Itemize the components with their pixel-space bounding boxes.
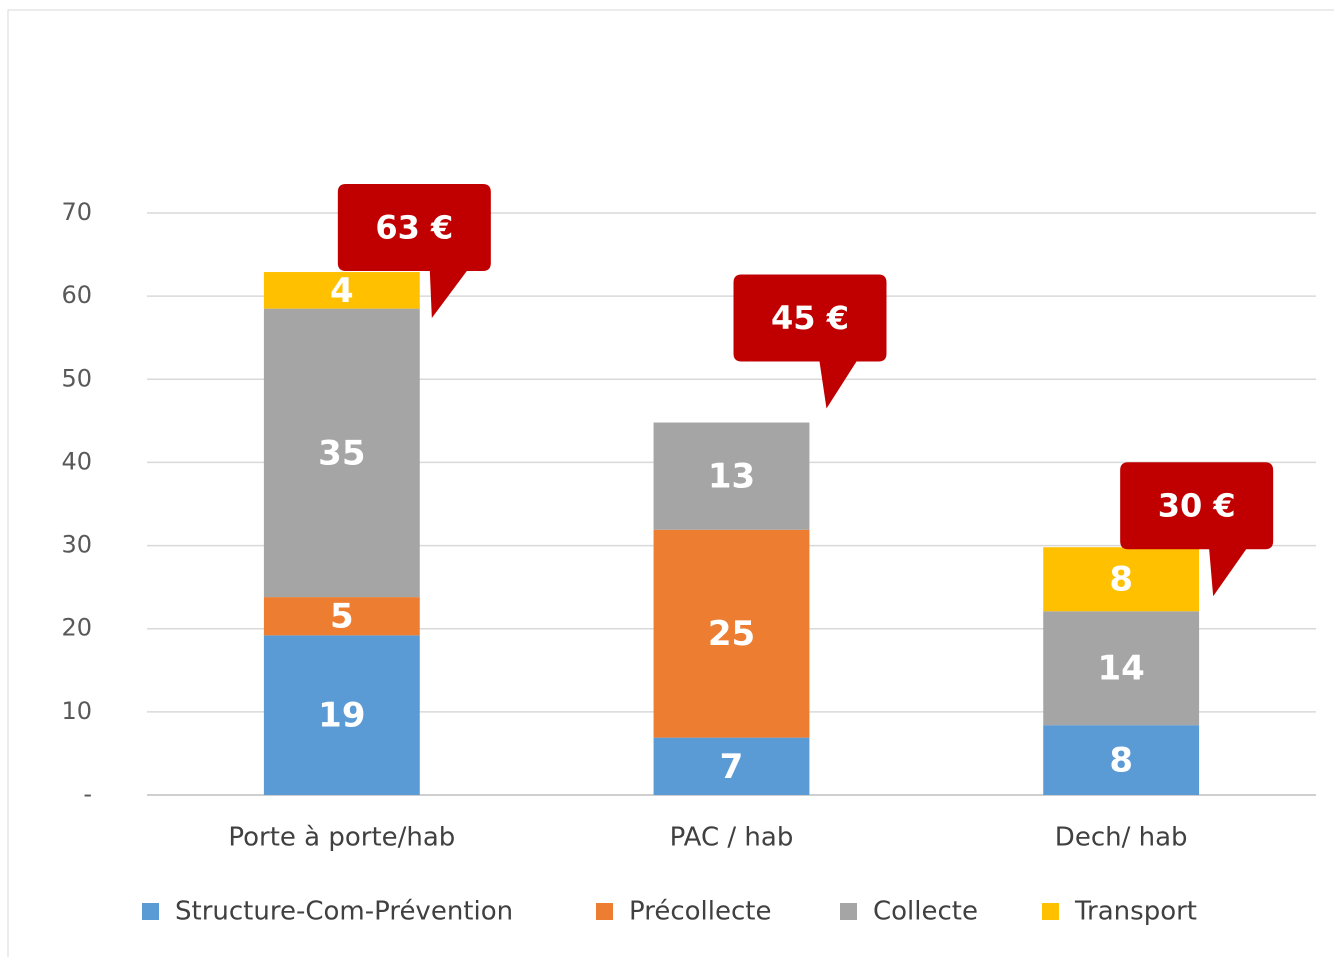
y-tick-label: 10: [61, 697, 92, 725]
bar-segment: [653, 737, 810, 795]
bar-segment: [653, 422, 810, 530]
bar-segment: [263, 597, 420, 636]
callout-label: 63 €: [375, 209, 453, 247]
x-tick-label: Dech/ hab: [1055, 823, 1188, 853]
legend-label: Transport: [1074, 897, 1197, 927]
bar-segment: [1043, 725, 1200, 795]
legend-swatch: [142, 903, 159, 920]
y-tick-label: 70: [61, 198, 92, 226]
callout-label: 45 €: [771, 299, 849, 337]
data-label: 5: [330, 597, 354, 637]
bar-segment: [1043, 547, 1200, 612]
callout-label: 30 €: [1158, 487, 1236, 525]
bar-segment: [653, 529, 810, 738]
data-label: 14: [1098, 649, 1145, 689]
callout: [1120, 462, 1274, 597]
y-tick-label: -: [83, 780, 92, 808]
y-tick-label: 50: [61, 364, 92, 392]
callout: [733, 274, 887, 409]
bar-segment: [263, 635, 420, 795]
x-tick-label: PAC / hab: [670, 823, 794, 853]
y-tick-label: 30: [61, 531, 92, 559]
bar-segment: [1043, 611, 1200, 726]
legend-label: Collecte: [873, 897, 978, 927]
callout: [337, 184, 491, 319]
data-label: 35: [318, 433, 365, 473]
legend-swatch: [840, 903, 857, 920]
data-label: 19: [318, 696, 365, 736]
data-label: 4: [330, 271, 354, 311]
y-tick-label: 60: [61, 281, 92, 309]
legend-swatch: [1042, 903, 1059, 920]
legend-label: Structure-Com-Prévention: [175, 897, 513, 927]
bar-segment: [263, 272, 420, 309]
y-tick-label: 40: [61, 447, 92, 475]
y-tick-label: 20: [61, 614, 92, 642]
data-label: 8: [1109, 560, 1133, 600]
data-label: 7: [720, 747, 744, 787]
legend-swatch: [596, 903, 613, 920]
data-label: 8: [1109, 741, 1133, 781]
data-label: 25: [708, 614, 755, 654]
bar-segment: [263, 308, 420, 598]
x-tick-label: Porte à porte/hab: [228, 823, 455, 853]
legend-label: Précollecte: [629, 897, 771, 927]
data-label: 13: [708, 457, 755, 497]
